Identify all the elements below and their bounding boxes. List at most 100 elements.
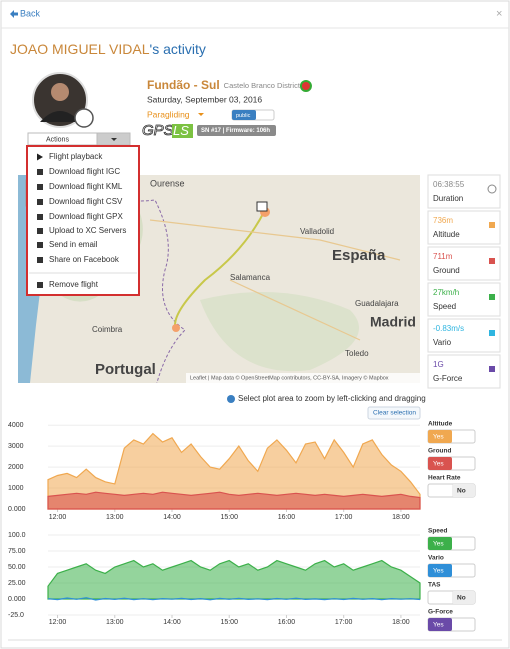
device-logo: GPS [142,122,174,139]
actions-label[interactable]: Actions [46,136,69,143]
stat-value: 736m [433,216,453,225]
map-label: España [332,247,386,264]
toggle-label: G-Force [428,609,453,616]
stat-label: Speed [433,302,456,311]
menu-item[interactable]: Download flight CSV [49,197,123,206]
menu-item[interactable]: Download flight GPX [49,212,123,221]
menu-item[interactable]: Send in email [49,240,98,249]
toggle-label: Vario [428,555,444,562]
toggle-state[interactable]: Yes [433,568,444,575]
x-tick-label: 16:00 [278,619,296,626]
toggle-label: TAS [428,582,441,589]
x-tick-label: 15:00 [220,619,238,626]
title-name: JOAO MIGUEL VIDAL [10,41,150,57]
map-label: Guadalajara [355,299,399,308]
map-label: Valladolid [300,227,334,236]
x-tick-label: 13:00 [106,514,124,521]
activity-type[interactable]: Paragliding [147,109,190,119]
toggle-state[interactable]: Yes [433,622,444,629]
page: Back × JOAO MIGUEL VIDAL's activity Fundão … [0,0,510,649]
stat-icon [489,330,495,336]
x-tick-label: 14:00 [163,619,181,626]
info-icon [227,395,235,403]
stat-label: Vario [433,338,452,347]
menu-icon [37,169,43,175]
stat-value: -0.83m/s [433,324,464,333]
x-tick-label: 18:00 [392,514,410,521]
map-label: Ourense [150,178,185,188]
map-label: Madrid [370,314,416,330]
plot-hint: Select plot area to zoom by left-clickin… [238,394,426,403]
toggle-label: Altitude [428,421,453,428]
clear-selection-label[interactable]: Clear selection [373,410,416,417]
stat-icon [489,222,495,228]
series-area [48,492,420,509]
y-tick-label: 25.00 [8,580,26,587]
toggle-state[interactable]: Yes [433,461,444,468]
x-tick-label: 16:00 [278,514,296,521]
menu-item[interactable]: Share on Facebook [49,255,120,264]
menu-item[interactable]: Download flight IGC [49,167,120,176]
toggle-state[interactable]: No [457,595,466,602]
close-button[interactable]: × [496,8,502,20]
y-tick-label: -25.0 [8,612,24,619]
toggle-state[interactable]: No [457,488,466,495]
menu-icon [37,184,43,190]
menu-icon [37,228,43,234]
menu-item[interactable]: Upload to XC Servers [49,226,126,235]
y-tick-label: 2000 [8,464,24,471]
map-label: Portugal [95,361,156,378]
avatar-badge [75,109,93,127]
back-link[interactable]: Back [20,8,41,18]
page-title: JOAO MIGUEL VIDAL's activity [10,41,206,57]
map-marker [172,324,180,332]
x-tick-label: 12:00 [49,619,67,626]
menu-item[interactable]: Flight playback [49,152,103,161]
menu-icon [37,257,43,263]
menu-item[interactable]: Remove flight [49,280,99,289]
stat-value: 711m [433,252,453,261]
flag-icon [301,81,311,91]
toggle-state[interactable]: Yes [433,434,444,441]
site-name: Fundão - Sul [147,78,220,92]
x-tick-label: 15:00 [220,514,238,521]
y-tick-label: 3000 [8,443,24,450]
stat-label: G-Force [433,374,463,383]
stat-icon [489,258,495,264]
x-tick-label: 14:00 [163,514,181,521]
stat-icon [489,366,495,372]
map-marker-icon [257,202,267,211]
y-tick-label: 4000 [8,422,24,429]
stat-label: Altitude [433,230,460,239]
menu-icon [37,282,43,288]
y-tick-label: 1000 [8,485,24,492]
toggle-label: Heart Rate [428,475,461,482]
stat-icon [489,294,495,300]
device-info: SN #17 | Firmware: 106h [201,128,270,134]
stat-label: Duration [433,194,463,203]
device-logo-suffix: LS [173,123,189,138]
map-attribution: Leaflet | Map data © OpenStreetMap contr… [190,374,389,381]
menu-icon [37,242,43,248]
region: Castelo Branco District [224,81,301,90]
y-tick-label: 50.00 [8,564,26,571]
toggle-label: Ground [428,448,451,455]
y-tick-label: 0.000 [8,596,26,603]
x-tick-label: 18:00 [392,619,410,626]
stat-label: Ground [433,266,460,275]
map-label: Coimbra [92,325,123,334]
menu-item[interactable]: Download flight KML [49,182,123,191]
x-tick-label: 13:00 [106,619,124,626]
y-tick-label: 100.0 [8,532,26,539]
stat-value: 1G [433,360,444,369]
flight-date: Saturday, September 03, 2016 [147,94,262,104]
map-label: Salamanca [230,273,271,282]
stat-value: 27km/h [433,288,459,297]
menu-icon [37,199,43,205]
x-tick-label: 17:00 [335,619,353,626]
toggle-state[interactable]: Yes [433,541,444,548]
stat-value: 06:38:55 [433,180,465,189]
y-tick-label: 0.000 [8,506,26,513]
title-suffix: 's activity [150,41,206,57]
map-label: Toledo [345,349,369,358]
